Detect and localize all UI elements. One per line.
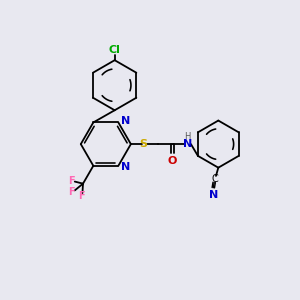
Text: N: N xyxy=(121,116,130,126)
Text: F: F xyxy=(68,187,75,197)
Text: O: O xyxy=(168,157,177,166)
Text: N: N xyxy=(121,162,130,172)
Text: F: F xyxy=(78,191,85,201)
Text: S: S xyxy=(139,139,147,149)
Text: Cl: Cl xyxy=(109,45,121,55)
Text: H: H xyxy=(184,132,190,141)
Text: N: N xyxy=(183,139,192,149)
Text: N: N xyxy=(209,190,218,200)
Text: F: F xyxy=(68,176,75,186)
Text: C: C xyxy=(212,174,218,184)
